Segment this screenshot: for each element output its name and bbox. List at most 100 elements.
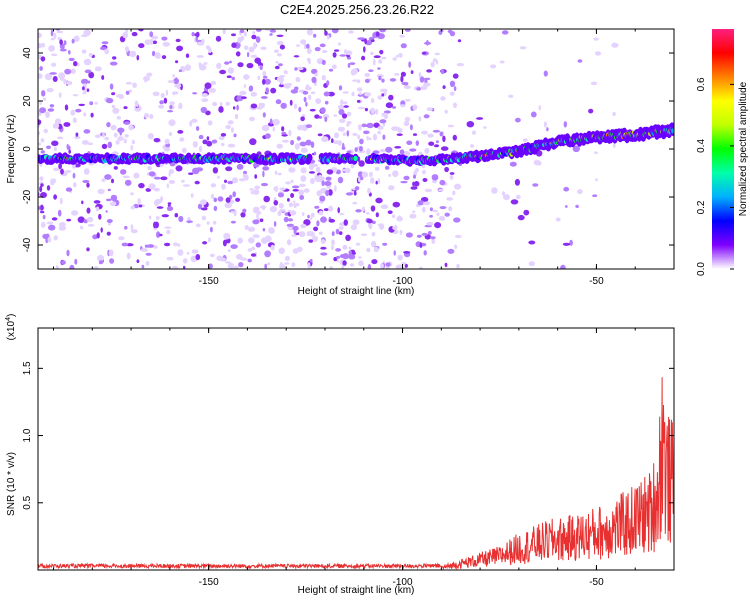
heatmap-cell: [281, 134, 288, 137]
heatmap-cell: [130, 229, 138, 234]
heatmap-cell: [264, 78, 271, 85]
heatmap-cell: [280, 102, 287, 109]
heatmap-cell: [300, 147, 308, 153]
heatmap-cell: [83, 219, 88, 224]
heatmap-cell: [325, 176, 332, 181]
heatmap-cell: [206, 136, 210, 141]
y-tick-label: 40: [22, 47, 33, 59]
heatmap-cell: [204, 82, 212, 89]
heatmap-cell: [125, 81, 132, 85]
heatmap-cell: [83, 112, 87, 117]
heatmap-cell: [231, 33, 236, 37]
heatmap-cell: [149, 31, 154, 38]
heatmap-cell: [144, 244, 149, 248]
heatmap-cell: [331, 138, 334, 143]
heatmap-cell: [225, 261, 231, 264]
x-tick-label: -100: [393, 276, 413, 287]
heatmap-cell: [70, 109, 76, 116]
heatmap-cell: [83, 129, 91, 134]
heatmap-cell: [564, 205, 568, 208]
heatmap-cell: [246, 51, 250, 58]
heatmap-cell: [124, 225, 128, 230]
heatmap-cell: [283, 216, 289, 223]
heatmap-cell: [288, 129, 292, 137]
heatmap-cell: [452, 134, 457, 141]
heatmap-cell: [400, 75, 404, 83]
heatmap-cell: [86, 247, 90, 252]
heatmap-cell: [279, 262, 283, 268]
heatmap-cell: [208, 87, 216, 93]
heatmap-cell: [175, 38, 181, 43]
heatmap-cell: [113, 132, 118, 138]
heatmap-cell: [247, 248, 253, 252]
heatmap-cell: [163, 97, 168, 104]
heatmap-cell: [287, 198, 290, 202]
heatmap-cell: [201, 38, 205, 44]
heatmap-cell: [394, 73, 400, 76]
heatmap-cell: [378, 75, 382, 81]
heatmap-cell: [212, 101, 218, 107]
heatmap-image: [38, 29, 674, 269]
heatmap-cell: [291, 234, 297, 237]
heatmap-cell: [259, 218, 264, 223]
heatmap-cell: [284, 255, 290, 262]
heatmap-cell: [94, 66, 102, 72]
heatmap-cell: [422, 201, 431, 206]
heatmap-cell: [466, 121, 475, 128]
snr-axes: -150 -100 -50 0.5 1.0 1.5: [22, 328, 675, 588]
heatmap-cell: [168, 179, 175, 184]
heatmap-cell: [349, 263, 355, 267]
heatmap-cell: [225, 101, 230, 106]
heatmap-cell: [306, 29, 313, 36]
heatmap-cell: [66, 249, 70, 257]
heatmap-cell: [352, 219, 360, 225]
figure-title: C2E4.2025.256.23.26.R22: [280, 2, 434, 17]
heatmap-cell: [423, 77, 431, 81]
heatmap-cell: [124, 121, 131, 125]
heatmap-cell: [59, 48, 67, 52]
colorbar-tick-label: 0.6: [696, 77, 707, 91]
heatmap-cell: [424, 224, 433, 228]
heatmap-cell: [377, 67, 381, 70]
heatmap-cell: [572, 145, 580, 153]
heatmap-cell: [337, 140, 342, 146]
heatmap-cell: [262, 166, 270, 171]
heatmap-cell: [43, 128, 48, 134]
heatmap-cell: [145, 252, 152, 256]
heatmap-cell: [238, 178, 246, 182]
heatmap-axes: -150 -100 -50 -40 -20 0 20 40: [22, 29, 675, 287]
heatmap-cell: [209, 226, 213, 233]
heatmap-cell: [250, 92, 258, 97]
x-tick-label: -50: [589, 577, 604, 588]
heatmap-cell: [357, 134, 361, 140]
heatmap-cell: [93, 266, 99, 269]
heatmap-cell: [227, 67, 234, 74]
heatmap-cell: [399, 35, 405, 38]
heatmap-cell: [388, 185, 395, 191]
heatmap-cell: [320, 252, 328, 256]
heatmap-cell: [424, 188, 433, 193]
heatmap-cell: [286, 83, 293, 86]
heatmap-cell: [318, 174, 323, 180]
heatmap-cell: [123, 138, 127, 144]
heatmap-cell: [349, 62, 356, 65]
heatmap-cell: [104, 136, 110, 141]
heatmap-cell: [446, 197, 454, 201]
heatmap-cell: [177, 105, 183, 109]
heatmap-cell: [364, 38, 367, 45]
heatmap-cell: [361, 123, 367, 128]
heatmap-cell: [283, 70, 288, 75]
heatmap-cell: [385, 262, 391, 267]
heatmap-cell: [305, 43, 310, 49]
heatmap-cell: [42, 214, 46, 220]
heatmap-cell: [336, 259, 339, 263]
heatmap-cell: [278, 75, 286, 78]
heatmap-cell: [434, 222, 442, 229]
snr-panel: -150 -100 -50 0.5 1.0 1.5 Height of straight …: [5, 314, 675, 596]
heatmap-cell: [320, 107, 326, 114]
heatmap-cell: [262, 78, 266, 85]
heatmap-cell: [398, 52, 403, 58]
heatmap-cell: [200, 207, 208, 211]
heatmap-cell: [277, 192, 284, 198]
heatmap-cell: [240, 257, 248, 261]
